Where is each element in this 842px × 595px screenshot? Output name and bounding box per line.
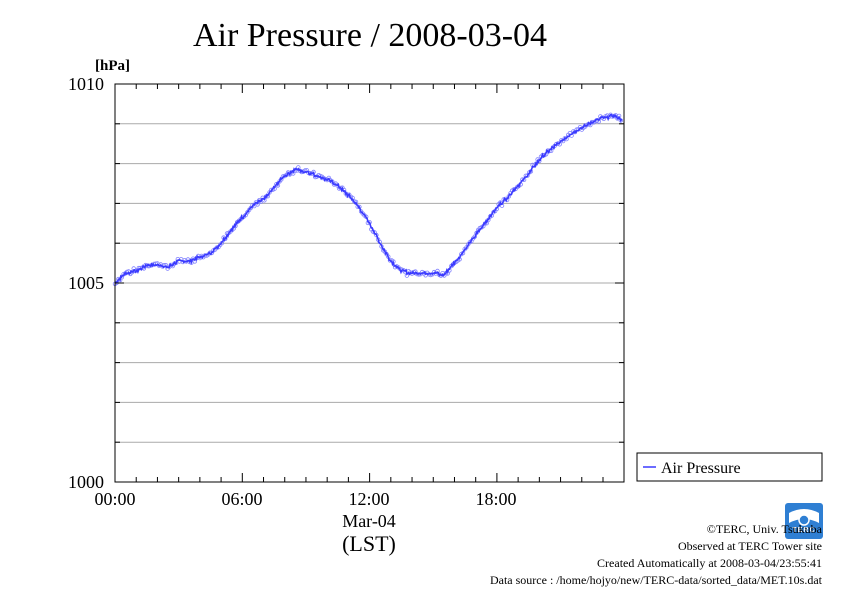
y-tick-label-1005: 1005 [68, 273, 104, 293]
footer-copyright: ©TERC, Univ. Tsukuba [706, 522, 822, 536]
data-point [486, 217, 491, 222]
axis-ticks [114, 83, 624, 483]
x-tick-label-1200: 12:00 [348, 489, 389, 509]
x-tick-label-0600: 06:00 [221, 489, 262, 509]
terc-logo-text: TERC [792, 527, 816, 534]
y-unit-label: [hPa] [95, 58, 130, 74]
terc-logo [785, 503, 823, 539]
footer-created: Created Automatically at 2008-03-04/23:5… [597, 556, 822, 570]
footer-source: Data source : /home/hojyo/new/TERC-data/… [489, 573, 822, 587]
footer-observed: Observed at TERC Tower site [677, 539, 822, 553]
chart-title: Air Pressure / 2008-03-04 [193, 17, 547, 54]
x-tick-label-0000: 00:00 [94, 489, 135, 509]
series-air-pressure [112, 112, 623, 287]
series-line-air-pressure [114, 113, 623, 284]
x-label-date: Mar-04 [342, 511, 396, 531]
legend-label: Air Pressure [661, 460, 741, 477]
legend-box [636, 452, 823, 482]
y-tick-label-1010: 1010 [68, 74, 104, 94]
x-label-timezone: (LST) [342, 531, 396, 556]
y-tick-label-1000: 1000 [68, 472, 104, 492]
grid-lines [115, 123, 624, 443]
legend: Air Pressure [636, 452, 823, 482]
x-tick-label-1800: 18:00 [475, 489, 516, 509]
